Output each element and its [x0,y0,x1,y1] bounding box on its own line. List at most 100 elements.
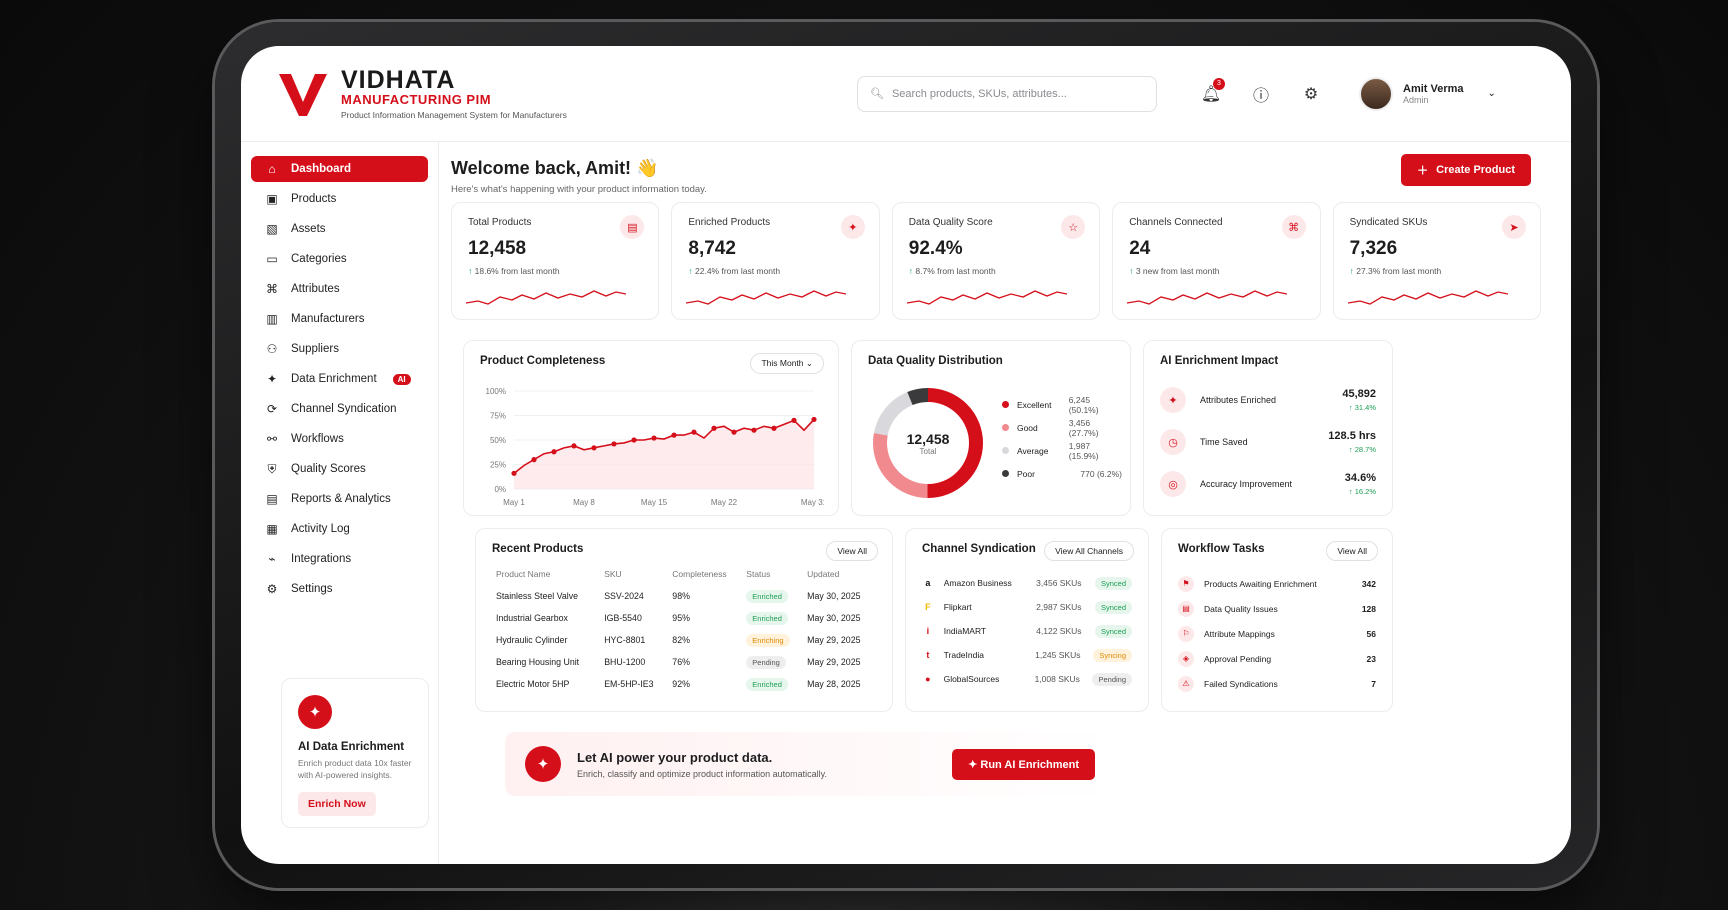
kpi-card[interactable]: Data Quality Score 92.4% ↑ 8.7% from las… [891,202,1101,320]
sidebar-item-dashboard[interactable]: ⌂ Dashboard [251,156,428,182]
kpi-change-text: 27.3% from last month [1356,266,1442,276]
sidebar-item-suppliers[interactable]: ⚇ Suppliers [251,336,428,362]
legend-value: 3,456 (27.7%) [1068,417,1099,438]
table-row[interactable]: Electric Motor 5HP EM-5HP-IE3 92% Enriched M… [492,673,876,695]
sidebar-item-settings[interactable]: ⚙ Settings [251,576,428,602]
promo-title: AI Data Enrichment [298,741,405,753]
view-all-channels-button[interactable]: View All Channels [1044,541,1134,561]
table-cell: SSV-2024 [604,591,644,601]
workflow-row[interactable]: ◈ Approval Pending 23 [1178,646,1376,671]
sidebar-item-channel-syndication[interactable]: ⟳ Channel Syndication [251,396,428,422]
data-point[interactable] [511,470,517,476]
channel-row[interactable]: a Amazon Business 3,456 SKUs Synced [922,571,1132,595]
workflow-row[interactable]: ▤ Data Quality Issues 128 [1178,596,1376,621]
kpi-card[interactable]: Channels Connected 24 ↑ 3 new from last … [1112,202,1321,320]
search-input[interactable]: Search products, SKUs, attributes... [891,87,1067,100]
data-point[interactable] [711,425,717,431]
sidebar-item-label: Manufacturers [291,313,365,325]
sidebar-item-workflows[interactable]: ⚯ Workflows [251,426,428,452]
period-label: This Month [761,358,804,368]
channel-row[interactable]: ● GlobalSources 1,008 SKUs Pending [922,667,1132,691]
channel-name: Amazon Business [943,578,1012,588]
sidebar-item-data-enrichment[interactable]: ✦ Data Enrichment AI [251,366,428,392]
table-row[interactable]: Bearing Housing Unit BHU-1200 76% Pending Ma… [492,651,876,673]
data-point[interactable] [651,435,657,441]
period-dropdown[interactable]: This Month ⌄ [750,353,824,374]
workflow-row[interactable]: ⚠ Failed Syndications 7 [1178,671,1376,696]
channel-row[interactable]: F Flipkart 2,987 SKUs Synced [922,595,1132,619]
kpi-icon: ▤ [620,215,645,239]
data-point[interactable] [731,429,737,435]
data-point[interactable] [631,437,637,443]
table-row[interactable]: Stainless Steel Valve SSV-2024 98% Enriched… [492,585,876,607]
kpi-icon: ⌘ [1281,215,1306,239]
channel-row[interactable]: t TradeIndia 1,245 SKUs Syncing [922,643,1132,667]
column-header[interactable]: Completeness [672,569,727,579]
workflow-row[interactable]: ⚑ Products Awaiting Enrichment 342 [1178,571,1376,596]
enrich-now-button[interactable]: Enrich Now [298,791,376,816]
data-point[interactable] [531,457,537,463]
table-row[interactable]: Industrial Gearbox IGB-5540 95% Enriched May… [492,607,876,629]
data-point[interactable] [751,427,757,433]
impact-label: Accuracy Improvement [1200,479,1293,489]
brand-logo[interactable]: VIDHATA MANUFACTURING PIM Product Inform… [277,67,857,120]
kpi-card[interactable]: Enriched Products 8,742 ↑ 22.4% from las… [671,202,880,320]
data-point[interactable] [571,443,577,449]
run-ai-enrichment-button[interactable]: ✦ Run AI Enrichment [952,748,1095,780]
sidebar-item-activity-log[interactable]: ▦ Activity Log [251,516,428,542]
data-point[interactable] [551,449,557,455]
sidebar-item-label: Reports & Analytics [291,493,391,505]
data-point[interactable] [811,416,817,423]
channel-row[interactable]: i IndiaMART 4,122 SKUs Synced [922,619,1132,643]
donut-slice[interactable] [873,388,983,498]
sidebar-item-categories[interactable]: ▭ Categories [251,246,428,272]
y-tick-label: 75% [490,412,506,421]
table-cell: 92% [672,679,690,689]
column-header[interactable]: Status [746,569,771,579]
sidebar-item-label: Dashboard [291,163,352,175]
gear-icon[interactable]: ⚙ [1303,85,1319,103]
sidebar-item-reports-analytics[interactable]: ▤ Reports & Analytics [251,486,428,512]
workflow-view-all-button[interactable]: View All [1326,541,1378,561]
legend-label: Excellent [1016,399,1052,410]
sidebar-item-quality-scores[interactable]: ⛨ Quality Scores [251,456,428,482]
data-point[interactable] [611,441,617,447]
data-point[interactable] [791,417,797,423]
table-cell: BHU-1200 [604,657,646,667]
workflow-icon: ⚯ [266,432,278,446]
search-bar[interactable]: 🔍︎ Search products, SKUs, attributes... [857,75,1157,112]
donut-slice[interactable] [873,388,983,498]
sidebar-item-integrations[interactable]: ⌁ Integrations [251,546,428,572]
channel-skus: 2,987 SKUs [1036,602,1082,612]
sidebar-item-assets[interactable]: ▧ Assets [251,216,428,242]
status-badge: Synced [1094,600,1132,614]
data-point[interactable] [671,432,677,438]
table-row[interactable]: Hydraulic Cylinder HYC-8801 82% Enriching Ma… [492,629,876,651]
kpi-card[interactable]: Syndicated SKUs 7,326 ↑ 27.3% from last … [1332,202,1541,320]
data-point[interactable] [591,445,597,451]
brand-subtitle: MANUFACTURING PIM [341,92,492,108]
avatar [1359,76,1393,111]
column-header[interactable]: SKU [604,569,622,579]
sidebar-item-products[interactable]: ▣ Products [251,186,428,212]
status-badge: Enriched [746,612,788,625]
column-header[interactable]: Updated [807,569,840,579]
recent-view-all-button[interactable]: View All [826,541,878,561]
data-point[interactable] [771,425,777,431]
legend-dot [1002,470,1009,477]
workflow-count: 342 [1361,578,1376,589]
help-icon[interactable]: ⓘ [1252,87,1269,105]
kpi-card[interactable]: Total Products 12,458 ↑ 18.6% from last … [451,202,660,320]
workflow-tasks-card: Workflow Tasks View All ⚑ Products Awaiti… [1161,528,1393,712]
sidebar-item-manufacturers[interactable]: ▥ Manufacturers [251,306,428,332]
y-tick-label: 100% [486,387,506,396]
sidebar-item-attributes[interactable]: ⌘ Attributes [251,276,428,302]
data-point[interactable] [691,429,697,435]
bell-icon[interactable]: 🔔︎ 3 [1197,77,1225,108]
user-menu[interactable]: Amit Verma Admin ⌄ [1359,76,1496,111]
create-product-button[interactable]: ＋ Create Product [1401,154,1531,186]
workflow-row[interactable]: ⚐ Attribute Mappings 56 [1178,621,1376,646]
x-tick-label: May 22 [711,498,738,507]
column-header[interactable]: Product Name [496,569,551,579]
kpi-sparkline [1127,290,1288,305]
